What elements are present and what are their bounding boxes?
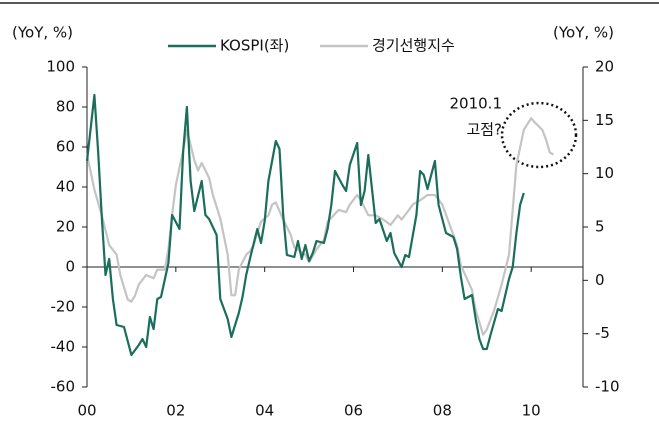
x-tick-label: 02: [166, 402, 185, 420]
highlight-circle: [500, 101, 578, 169]
annotation: 고점?: [466, 121, 502, 139]
x-tick-label: 04: [255, 402, 274, 420]
y2-tick-label: 20: [595, 58, 614, 76]
y-tick-label: -40: [51, 338, 76, 356]
x-tick-label: 08: [433, 402, 452, 420]
y-tick-label: 60: [56, 138, 75, 156]
series-line: [85, 117, 554, 336]
y-tick-label: -60: [51, 378, 76, 396]
y2-tick-label: 15: [595, 111, 614, 129]
y2-tick-label: 0: [595, 271, 605, 289]
y2-axis-label: (YoY, %): [553, 24, 614, 42]
y-tick-label: 40: [56, 178, 75, 196]
y2-tick-label: 5: [595, 218, 605, 236]
x-tick-label: 06: [344, 402, 363, 420]
x-tick-label: 10: [522, 402, 541, 420]
y-tick-label: 0: [65, 258, 75, 276]
y-tick-label: -20: [51, 298, 76, 316]
y2-tick-label: -10: [595, 378, 620, 396]
legend-label: KOSPI(좌): [220, 37, 289, 55]
y-tick-label: 100: [46, 58, 75, 76]
y-tick-label: 80: [56, 98, 75, 116]
y-axis-label: (YoY, %): [12, 24, 73, 42]
y2-tick-label: -5: [595, 324, 610, 342]
x-tick-label: 00: [77, 402, 96, 420]
annotation: 2010.1: [450, 95, 503, 113]
y-tick-label: 20: [56, 218, 75, 236]
y2-tick-label: 10: [595, 164, 614, 182]
legend-label: 경기선행지수: [372, 37, 455, 55]
series-line: [85, 93, 525, 357]
